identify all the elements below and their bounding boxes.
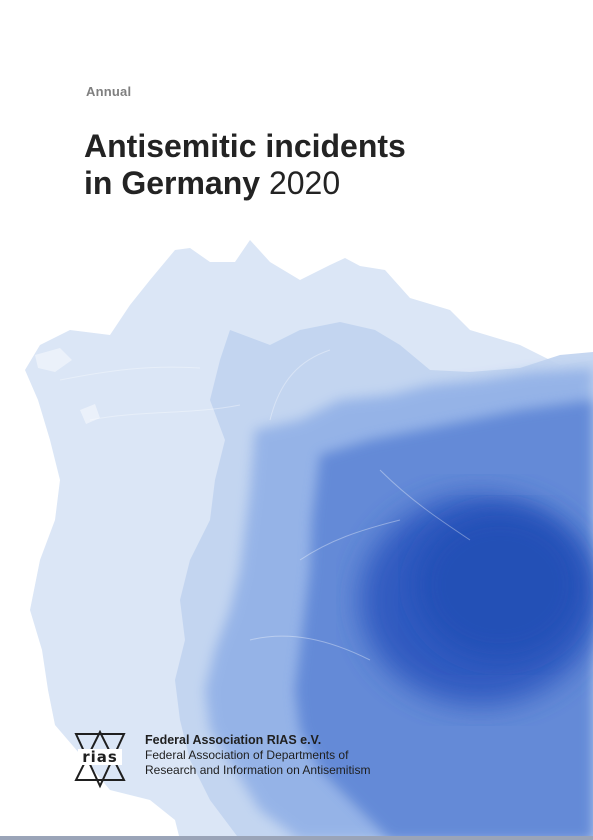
organization-block: Federal Association RIAS e.V. Federal As… [145, 732, 370, 778]
title-line-1: Antisemitic incidents [84, 128, 406, 164]
rias-triangle-logo-icon: rias [74, 730, 126, 789]
page-title: Antisemitic incidents in Germany 2020 [84, 128, 564, 202]
logo-text: rias [82, 748, 118, 766]
title-year: 2020 [268, 165, 341, 201]
title-line-2: in Germany [84, 165, 261, 201]
report-kicker: Annual [86, 84, 132, 99]
bottom-divider [0, 836, 593, 840]
organization-line-1: Federal Association of Departments of [145, 748, 349, 762]
organization-line-2: Research and Information on Antisemitism [145, 763, 371, 777]
organization-name: Federal Association RIAS e.V. [145, 733, 322, 747]
